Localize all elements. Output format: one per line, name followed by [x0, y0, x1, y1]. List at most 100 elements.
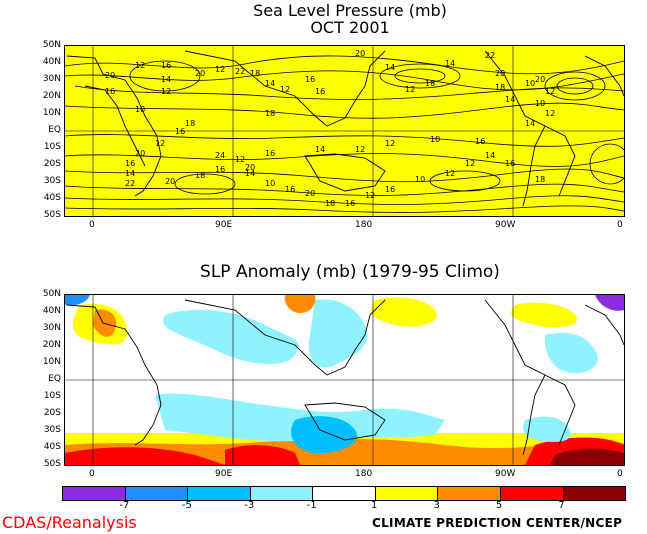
- contour-label: 12: [215, 65, 225, 74]
- lat-label: 10N: [42, 108, 61, 118]
- anomaly-map-svg: [65, 295, 624, 465]
- lat-label: 20S: [43, 159, 61, 169]
- colorbar-swatch: [188, 487, 251, 500]
- contour-label: 18: [195, 171, 205, 180]
- colorbar-swatch: [563, 487, 626, 500]
- contour-label: 20: [165, 177, 175, 186]
- colorbar-tick-label: -1: [306, 500, 317, 511]
- lat-label: 50N: [42, 289, 61, 299]
- colorbar-tick-label: -5: [181, 500, 192, 511]
- lon-label: 180: [355, 469, 373, 479]
- lon-label: 90W: [495, 220, 516, 230]
- colorbar-swatch: [438, 487, 501, 500]
- lon-label: 0: [617, 220, 623, 230]
- lat-label: EQ: [48, 374, 61, 384]
- contour-label: 20: [195, 69, 205, 78]
- lat-label: 40N: [42, 57, 61, 67]
- contour-label: 14: [245, 169, 255, 178]
- lat-label: 30S: [43, 176, 61, 186]
- lat-label: 40S: [43, 442, 61, 452]
- panel1-title: Sea Level Pressure (mb): [253, 1, 447, 20]
- contour-label: 20: [245, 163, 255, 172]
- contour-label: 22: [125, 179, 135, 188]
- colorbar: [62, 486, 626, 501]
- contour-label: 14: [525, 119, 535, 128]
- contour-label: 14: [485, 151, 495, 160]
- contour-label: 10: [415, 175, 425, 184]
- lat-label: 10S: [43, 142, 61, 152]
- lat-label: 40S: [43, 193, 61, 203]
- lat-label: 30S: [43, 425, 61, 435]
- credit-left: CDAS/Reanalysis: [2, 513, 137, 532]
- contour-label: 16: [315, 87, 325, 96]
- contour-label: 12: [161, 87, 171, 96]
- contour-label: 18: [185, 119, 195, 128]
- contour-label: 12: [445, 169, 455, 178]
- contour-label: 10: [265, 179, 275, 188]
- contour-label: 16: [285, 185, 295, 194]
- contour-label: 12: [235, 155, 245, 164]
- lat-label: 40N: [42, 306, 61, 316]
- contour-label: 18: [495, 83, 505, 92]
- credit-right: CLIMATE PREDICTION CENTER/NCEP: [372, 516, 623, 530]
- contour-label: 12: [545, 109, 555, 118]
- contour-label: 16: [105, 87, 115, 96]
- contour-label: 16: [475, 137, 485, 146]
- lat-label: 50S: [43, 459, 61, 469]
- colorbar-swatch: [500, 487, 564, 500]
- contour-label: 10: [525, 79, 535, 88]
- lon-label: 0: [617, 469, 623, 479]
- lat-label: 50S: [43, 210, 61, 220]
- contour-label: 16: [385, 185, 395, 194]
- contour-label: 20: [535, 75, 545, 84]
- lat-label: EQ: [48, 125, 61, 135]
- contour-label: 14: [265, 79, 275, 88]
- contour-label: 14: [161, 75, 171, 84]
- anomaly-map: [64, 294, 625, 466]
- contour-label: 12: [545, 87, 555, 96]
- panel2-title: SLP Anomaly (mb) (1979-95 Climo): [200, 262, 500, 282]
- contour-label: 12: [135, 61, 145, 70]
- lat-label: 20N: [42, 340, 61, 350]
- contour-label: 20: [495, 69, 505, 78]
- contour-label: 18: [325, 199, 335, 208]
- contour-label: 18: [265, 109, 275, 118]
- lat-label: 20N: [42, 91, 61, 101]
- colorbar-swatch: [125, 487, 189, 500]
- contour-label: 12: [365, 191, 375, 200]
- colorbar-swatch: [250, 487, 314, 500]
- lat-label: 30N: [42, 323, 61, 333]
- colorbar-tick-label: -3: [244, 500, 255, 511]
- lat-label: 20S: [43, 408, 61, 418]
- panel1-subtitle: OCT 2001: [310, 18, 390, 37]
- contour-label: 10: [430, 135, 440, 144]
- lon-label: 180: [355, 220, 373, 230]
- lon-label: 90E: [215, 220, 233, 230]
- contour-label: 14: [445, 59, 455, 68]
- colorbar-swatch: [63, 487, 126, 500]
- contour-label: 20: [135, 149, 145, 158]
- contour-label: 12: [405, 85, 415, 94]
- lon-label: 0: [89, 469, 95, 479]
- contour-label: 10: [135, 105, 145, 114]
- contour-label: 16: [215, 165, 225, 174]
- lat-label: 10S: [43, 391, 61, 401]
- colorbar-tick-label: 1: [371, 500, 378, 511]
- contour-label: 16: [161, 61, 171, 70]
- contour-label: 18: [250, 69, 260, 78]
- contour-label: 22: [485, 51, 495, 60]
- contour-label: 24: [215, 151, 225, 160]
- colorbar-swatch: [375, 487, 439, 500]
- colorbar-swatch: [313, 487, 376, 500]
- contour-label: 16: [265, 149, 275, 158]
- contour-label: 14: [385, 63, 395, 72]
- lon-label: 0: [89, 220, 95, 230]
- lon-label: 90E: [215, 469, 233, 479]
- contour-label: 16: [175, 127, 185, 136]
- contour-label: 14: [125, 169, 135, 178]
- contour-label: 18: [535, 175, 545, 184]
- lat-label: 50N: [42, 40, 61, 50]
- contour-label: 16: [125, 159, 135, 168]
- colorbar-tick-label: 3: [433, 500, 440, 511]
